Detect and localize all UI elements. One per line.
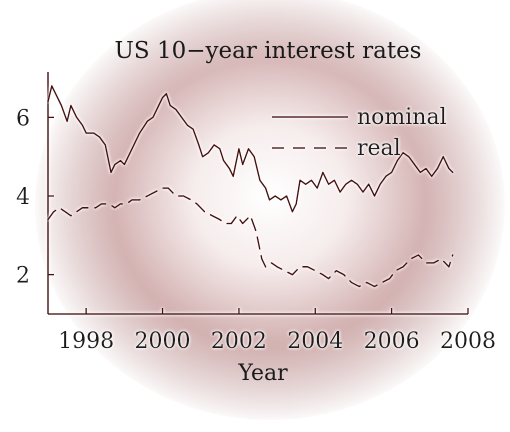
y-tick-label: 6	[16, 106, 30, 131]
series-layer	[47, 85, 454, 288]
x-tick-label: 2004	[287, 329, 343, 354]
series-line-nominal	[47, 85, 454, 213]
x-axis-label: Year	[237, 361, 288, 386]
x-tick-label: 2000	[135, 329, 191, 354]
x-tick-label: 2008	[440, 329, 496, 354]
y-tick-label: 4	[16, 185, 30, 210]
legend: nominal real	[272, 105, 447, 161]
x-tick-label: 2002	[211, 329, 267, 354]
legend-label-real: real	[357, 136, 401, 161]
x-tick-label: 1998	[58, 329, 114, 354]
series-line-real	[47, 187, 454, 288]
axes: 1998 2000 2002 2004 2006 2008 2 4 6	[16, 72, 496, 354]
background-glow	[30, 0, 510, 425]
chart-title: US 10−year interest rates	[115, 38, 422, 64]
y-tick-label: 2	[16, 264, 30, 289]
legend-label-nominal: nominal	[357, 105, 447, 130]
x-tick-label: 2006	[364, 329, 420, 354]
